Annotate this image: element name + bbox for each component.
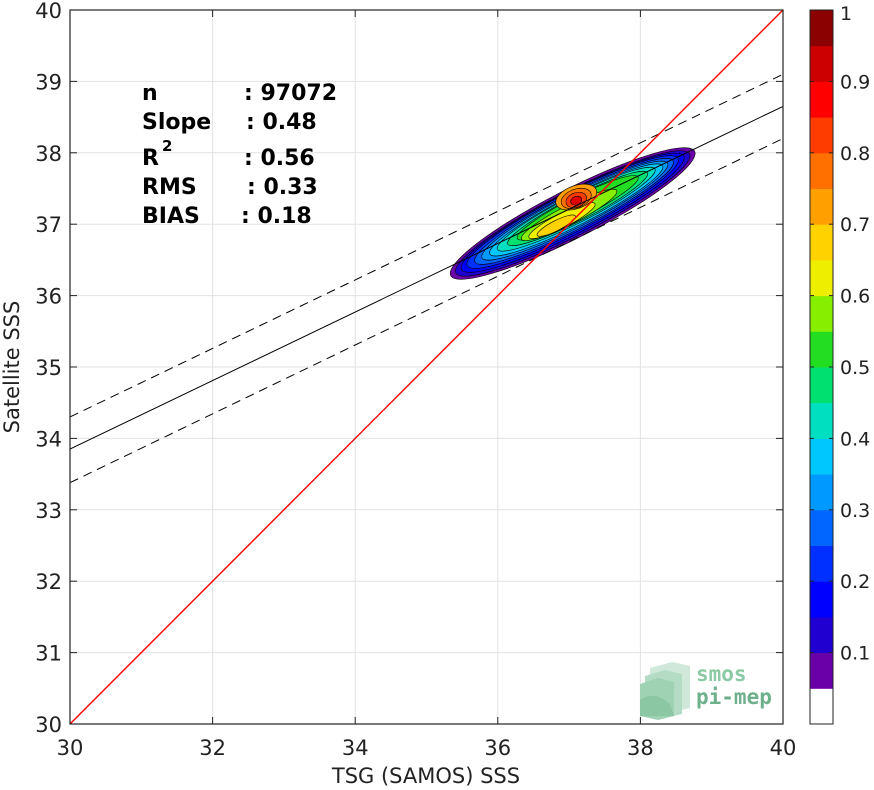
colorbar-tick-label: 0.2 (840, 571, 870, 593)
colorbar-tick-label: 0.7 (840, 214, 870, 236)
colorbar-segment (810, 545, 833, 582)
x-axis-ticks: 30 32 34 36 38 40 (57, 10, 797, 760)
stat-slope-key: Slope (142, 110, 211, 135)
colorbar-segment (810, 367, 833, 404)
colorbar-tick-label: 0.4 (840, 428, 870, 450)
colorbar-segment (810, 402, 833, 439)
logo-text-smos: smos (696, 662, 747, 686)
stat-slope-value: : 0.48 (246, 110, 317, 135)
colorbar-segment (810, 509, 833, 546)
colorbar-segment (810, 117, 833, 154)
stat-rms-value: : 0.33 (247, 175, 318, 200)
stat-n-key: n (142, 81, 158, 106)
colorbar-segment (810, 474, 833, 511)
colorbar-tick-label: 0.5 (840, 357, 870, 379)
logo-text-pimep: pi-mep (696, 685, 772, 709)
colorbar-ticks: 0.1 0.2 0.3 0.4 0.5 0.6 0.7 0.8 0.9 1 (810, 3, 870, 665)
colorbar-tick-label: 0.9 (840, 71, 870, 93)
y-tick-label: 40 (35, 0, 62, 23)
colorbar-segment (810, 295, 833, 332)
colorbar-segment (810, 581, 833, 618)
colorbar-segment (810, 224, 833, 261)
colorbar-tick-label: 0.6 (840, 286, 870, 308)
colorbar-segment (810, 652, 833, 689)
colorbar-tick-label: 0.8 (840, 143, 870, 165)
density-contours (449, 147, 696, 280)
colorbar (810, 10, 833, 725)
y-axis-ticks: 30 31 32 33 34 35 36 37 38 39 40 (35, 0, 783, 737)
fit-upper-bound-line (70, 73, 783, 418)
y-tick-label: 31 (35, 642, 62, 666)
colorbar-segment (810, 10, 833, 47)
y-tick-label: 32 (35, 570, 62, 594)
density-contour (536, 214, 576, 237)
x-tick-label: 32 (199, 736, 226, 760)
stat-n-value: : 97072 (244, 81, 337, 106)
statistics-box: n : 97072 Slope : 0.48 R 2 : 0.56 RMS : … (142, 81, 337, 229)
x-tick-label: 34 (342, 736, 369, 760)
colorbar-tick-label: 0.3 (840, 500, 870, 522)
y-tick-label: 39 (35, 70, 62, 94)
colorbar-tick-label: 0.1 (840, 643, 870, 665)
colorbar-segment (810, 331, 833, 368)
smos-pi-mep-logo: smos pi-mep (640, 662, 772, 720)
colorbar-segment (810, 188, 833, 225)
x-tick-label: 40 (770, 736, 797, 760)
colorbar-segment (810, 688, 833, 725)
y-tick-label: 38 (35, 142, 62, 166)
y-tick-label: 35 (35, 356, 62, 380)
x-tick-label: 36 (484, 736, 511, 760)
colorbar-segment (810, 45, 833, 82)
stat-bias-key: BIAS (142, 204, 200, 229)
y-axis-label: Satellite SSS (0, 301, 24, 434)
grid-lines (69, 9, 784, 725)
stat-r2-sup: 2 (162, 137, 172, 155)
stat-r2-value: : 0.56 (244, 146, 315, 171)
fit-lower-bound-line (70, 138, 783, 484)
colorbar-segment (810, 616, 833, 654)
regression-fit-line (70, 105, 783, 450)
x-tick-label: 38 (627, 736, 654, 760)
stat-rms-key: RMS (142, 175, 197, 200)
identity-line (70, 10, 783, 724)
y-tick-label: 37 (35, 213, 62, 237)
colorbar-tick-label: 1 (840, 3, 852, 25)
colorbar-segment (810, 152, 833, 189)
y-tick-label: 36 (35, 285, 62, 309)
colorbar-frame (809, 9, 834, 725)
y-tick-label: 30 (35, 713, 62, 737)
y-tick-label: 33 (35, 499, 62, 523)
stat-bias-value: : 0.18 (241, 204, 312, 229)
colorbar-segment (810, 81, 833, 118)
x-tick-label: 30 (57, 736, 84, 760)
stat-r2-key: R (142, 146, 159, 171)
y-tick-label: 34 (35, 427, 62, 451)
regression-lines (70, 10, 783, 724)
logo-wave-icon (640, 662, 690, 720)
colorbar-segment (810, 259, 833, 297)
colorbar-segment (810, 438, 833, 475)
x-axis-label: TSG (SAMOS) SSS (331, 764, 520, 788)
